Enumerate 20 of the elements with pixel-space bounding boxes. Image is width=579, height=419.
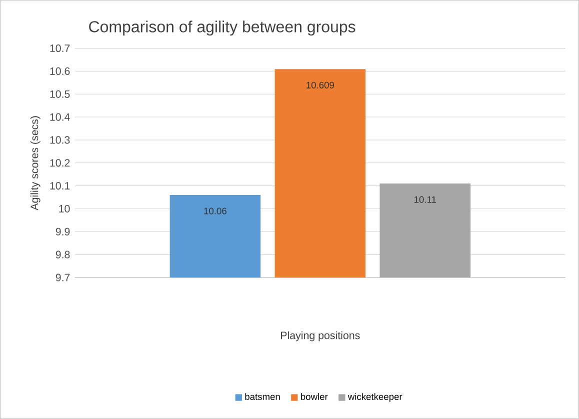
y-tick-label: 10.7 [50,44,70,52]
chart-title: Comparison of agility between groups [89,20,356,36]
legend-label: batsmen [245,393,280,400]
y-tick-label: 10.4 [50,113,70,121]
legend-label: bowler [301,393,328,400]
y-tick-label: 10 [59,204,70,212]
legend-label: wicketkeeper [348,393,402,402]
y-tick-label: 10.6 [50,67,70,75]
y-tick-label: 10.5 [50,90,70,98]
data-label: 10.609 [306,82,334,88]
y-tick-label: 10.1 [50,182,70,190]
data-label: 10.06 [204,208,226,214]
y-tick-label: 9.7 [56,274,70,282]
y-axis-title: Agility scores (secs) [30,116,40,210]
y-tick-label: 10.3 [50,136,70,144]
y-tick-label: 9.9 [56,228,70,236]
y-tick-label: 9.8 [56,250,70,258]
x-axis-title: Playing positions [281,331,360,342]
data-label: 10.11 [414,196,436,203]
y-tick-label: 10.2 [50,159,70,167]
